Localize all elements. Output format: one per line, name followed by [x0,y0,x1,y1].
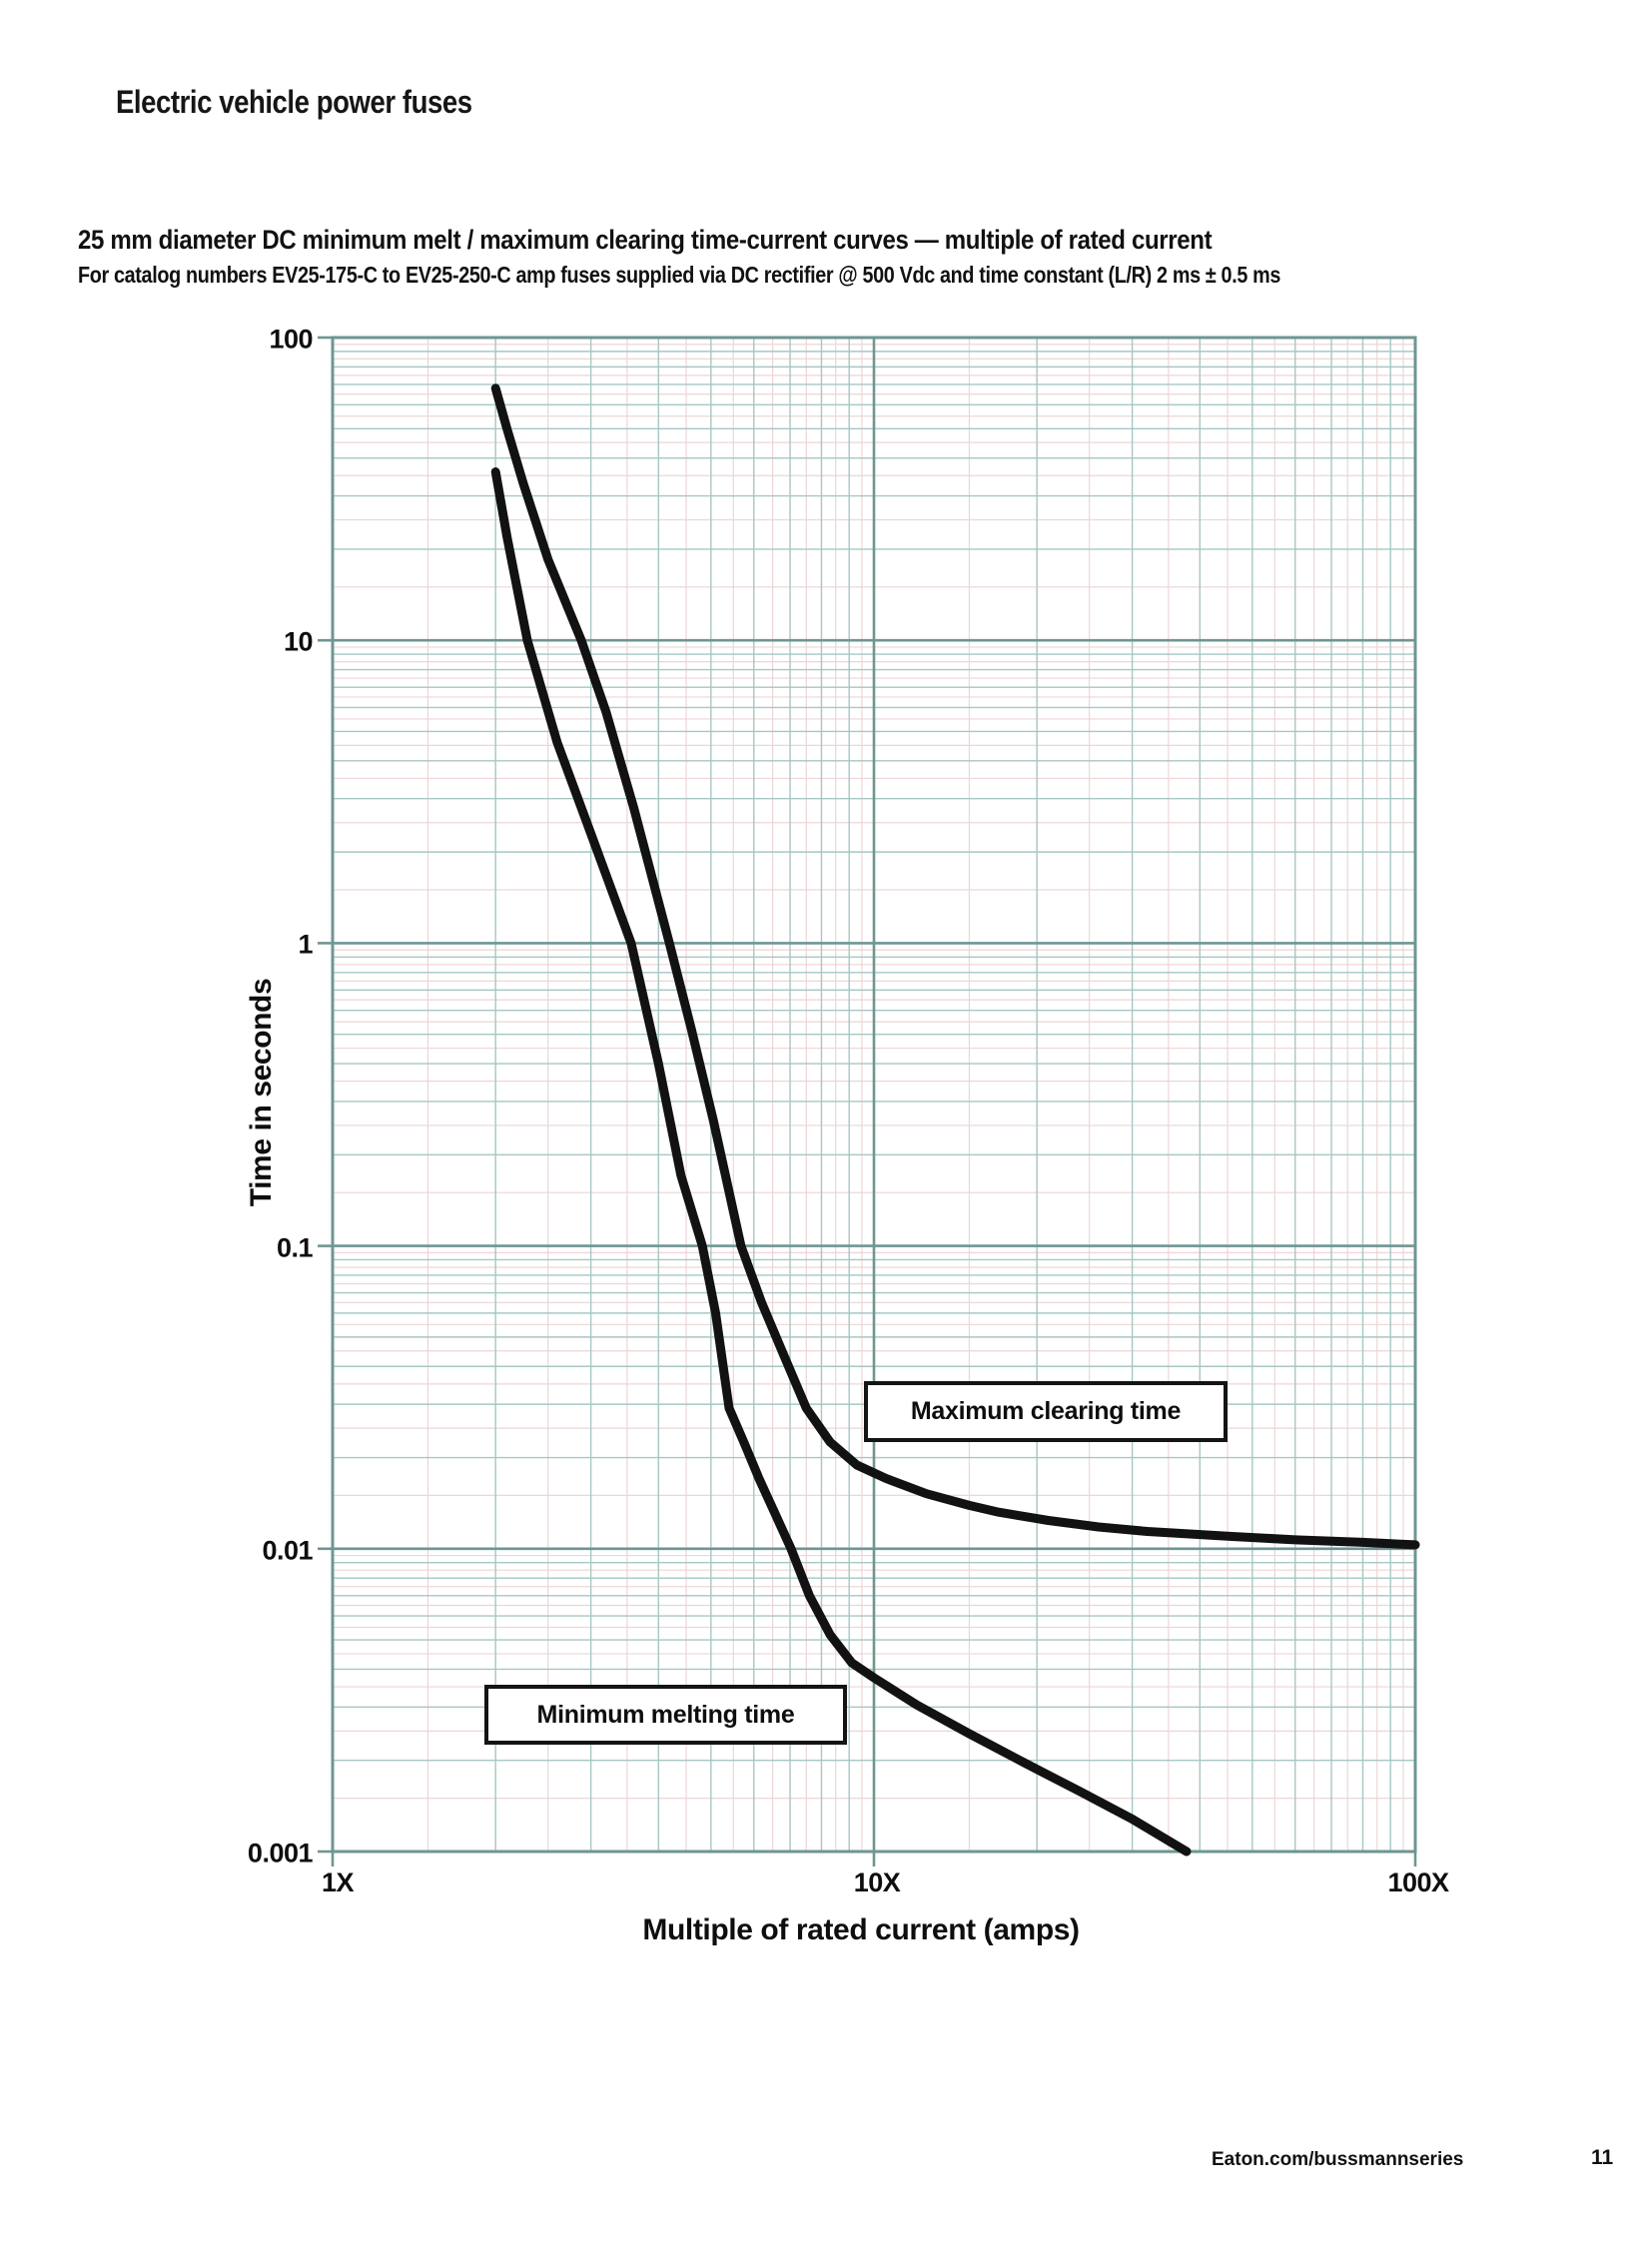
y-tick-label: 0.01 [262,1535,313,1566]
annotation-minimum-melting-time: Minimum melting time [484,1685,847,1745]
annotation-maximum-clearing-time: Maximum clearing time [864,1381,1228,1442]
page-title: Electric vehicle power fuses [116,84,472,120]
x-tick-label: 100X [1387,1868,1449,1897]
y-tick-label: 0.001 [247,1838,314,1868]
y-tick-label: 0.1 [276,1232,314,1263]
y-tick-label: 100 [269,324,313,355]
footer-link: Eaton.com/bussmannseries [1212,2149,1464,2170]
curve-minimum-melting-time [490,467,1192,1857]
x-axis-title: Multiple of rated current (amps) [642,1913,1080,1946]
y-tick-label: 1 [298,929,313,960]
chart-title: 25 mm diameter DC minimum melt / maximum… [78,225,1213,255]
x-tick-label: 10X [853,1868,901,1897]
page-number: 11 [1591,2146,1614,2169]
curve-maximum-clearing-time [490,383,1420,1550]
y-axis-title: Time in seconds [245,978,278,1207]
chart-subtitle: For catalog numbers EV25-175-C to EV25-2… [78,262,1281,288]
x-tick-label: 1X [321,1868,355,1897]
y-tick-label: 10 [283,626,314,657]
